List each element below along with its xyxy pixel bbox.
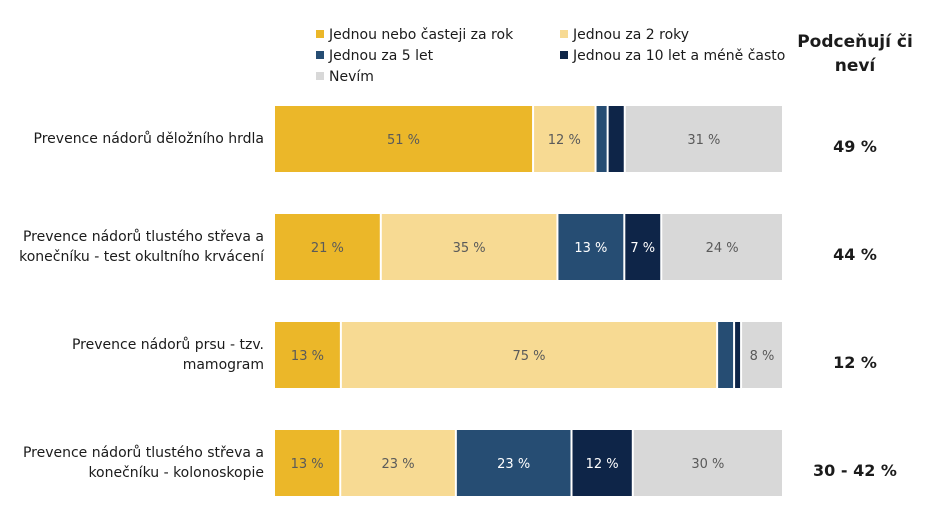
bar-segment [662,214,782,280]
data-label: 75 % [512,349,545,364]
category-label: Prevence nádorů tlustého střeva a konečn… [19,229,264,265]
bar-segment [456,430,571,496]
legend-item: Jednou za 2 roky [560,26,689,44]
data-label: 31 % [687,133,720,148]
side-value: 12 % [833,353,877,372]
legend-label: Jednou za 5 let [329,48,434,64]
bar-segment [341,322,717,388]
legend-swatch [560,30,568,38]
legend-label: Jednou nebo časteji za rok [329,27,514,43]
bar-segment [381,214,557,280]
legend-swatch [560,51,568,59]
side-column-header: Podceňují či neví [797,32,913,76]
side-value: 49 % [833,137,877,156]
legend-label: Jednou za 10 let a méně často [573,48,786,64]
data-label: 35 % [453,241,486,256]
legend-label: Nevím [329,69,374,85]
bar-segment [572,430,632,496]
legend-label: Jednou za 2 roky [573,27,690,43]
bar-segment [608,106,624,172]
category-label: Prevence nádorů děložního hrdla [33,131,264,147]
data-label: 13 % [291,457,324,472]
data-label: 24 % [706,241,739,256]
bar-segment [625,214,661,280]
category-label: Prevence nádorů prsu - tzv. mamogram [71,337,264,373]
data-label: 12 % [586,457,619,472]
data-label: 51 % [387,133,420,148]
data-label: 12 % [548,133,581,148]
bar-segment [596,106,607,172]
data-label: 21 % [311,241,344,256]
bar-segment [275,106,533,172]
bar-segment [534,106,595,172]
legend-swatch [316,72,324,80]
bar-segment [558,214,624,280]
data-label: 7 % [630,241,655,256]
side-value: 30 - 42 % [813,461,897,480]
side-value: 44 % [833,245,877,264]
legend-item: Jednou za 5 let [316,47,433,65]
bar-segment [625,106,782,172]
bar-segment [718,322,734,388]
legend-item: Jednou za 10 let a méně často [560,47,785,65]
legend-item: Jednou nebo časteji za rok [316,26,513,44]
legend-swatch [316,30,324,38]
bar-segment [275,214,380,280]
category-label: Prevence nádorů tlustého střeva a konečn… [22,445,264,481]
bar-segment [742,322,782,388]
data-label: 30 % [691,457,724,472]
bar-segment [633,430,782,496]
data-label: 23 % [497,457,530,472]
bar-segment [275,430,340,496]
legend-item: Nevím [316,68,374,86]
data-label: 13 % [574,241,607,256]
data-label: 23 % [382,457,415,472]
data-label: 8 % [750,349,775,364]
data-label: 13 % [291,349,324,364]
bar-segment [735,322,741,388]
bar-segment [341,430,455,496]
legend-swatch [316,51,324,59]
bar-segment [275,322,340,388]
